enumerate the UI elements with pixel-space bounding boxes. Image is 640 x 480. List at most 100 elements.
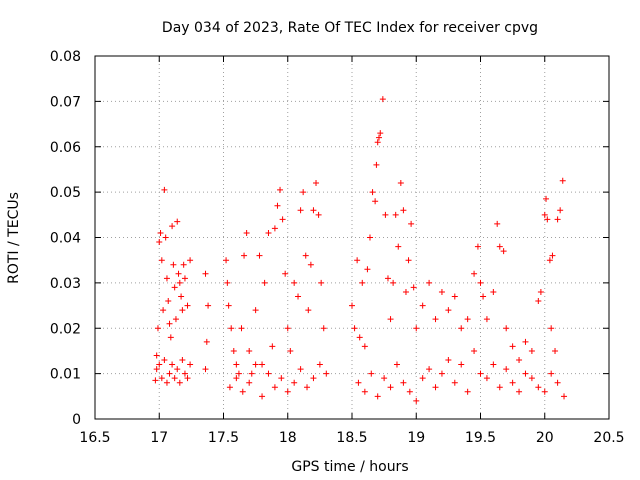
- data-point: [522, 338, 529, 345]
- data-point: [405, 257, 412, 264]
- data-point: [413, 325, 420, 332]
- data-point: [374, 139, 381, 146]
- data-point: [438, 370, 445, 377]
- data-point: [503, 366, 510, 373]
- data-point: [528, 375, 535, 382]
- data-point: [287, 347, 294, 354]
- data-point: [313, 180, 320, 187]
- data-point: [184, 375, 191, 382]
- data-point: [400, 379, 407, 386]
- y-tick-label: 0.05: [50, 185, 81, 201]
- data-point: [152, 377, 159, 384]
- data-point: [503, 325, 510, 332]
- data-point: [349, 302, 355, 309]
- data-point: [246, 347, 253, 354]
- data-point: [320, 325, 327, 332]
- data-point: [432, 316, 439, 323]
- data-point: [354, 257, 361, 264]
- data-point: [464, 388, 471, 395]
- data-point: [382, 211, 389, 218]
- x-tick-label: 19: [407, 430, 425, 446]
- data-point: [535, 298, 542, 305]
- data-point: [464, 316, 471, 323]
- data-point: [205, 302, 212, 309]
- data-point: [233, 375, 240, 382]
- data-point: [477, 279, 484, 286]
- data-point: [426, 279, 433, 286]
- data-point: [265, 229, 272, 236]
- data-point: [184, 302, 191, 309]
- data-point: [384, 275, 391, 282]
- data-point: [445, 307, 452, 314]
- y-tick-label: 0: [72, 412, 81, 428]
- data-point: [163, 379, 170, 386]
- data-point: [271, 384, 278, 391]
- data-point: [156, 361, 163, 368]
- data-point: [239, 388, 246, 395]
- data-point: [203, 338, 210, 345]
- data-point: [554, 379, 561, 386]
- data-points: [152, 96, 568, 404]
- data-point: [225, 302, 232, 309]
- data-point: [171, 284, 178, 291]
- data-point: [413, 397, 420, 404]
- data-point: [202, 270, 209, 277]
- data-point: [180, 261, 187, 268]
- data-point: [483, 316, 490, 323]
- data-point: [432, 384, 439, 391]
- data-point: [390, 279, 397, 286]
- data-point: [181, 370, 188, 377]
- data-point: [451, 293, 458, 300]
- y-axis-label: ROTI / TECUs: [6, 192, 22, 284]
- data-point: [284, 325, 291, 332]
- data-point: [307, 261, 314, 268]
- data-point: [559, 177, 566, 184]
- data-point: [310, 375, 317, 382]
- y-tick-label: 0.07: [50, 94, 81, 110]
- y-tick-label: 0.02: [50, 321, 81, 337]
- data-point: [160, 307, 167, 314]
- data-point: [233, 361, 240, 368]
- y-tick-labels: 0 0.01 0.02 0.03 0.04 0.05 0.06 0.07 0.08: [50, 49, 81, 428]
- data-point: [528, 347, 535, 354]
- data-point: [163, 275, 170, 282]
- data-point: [323, 370, 330, 377]
- data-point: [426, 366, 433, 373]
- data-point: [395, 243, 402, 250]
- data-point: [162, 234, 169, 241]
- data-point: [279, 216, 286, 223]
- data-point: [158, 375, 165, 382]
- data-point: [187, 361, 194, 368]
- data-point: [176, 379, 183, 386]
- data-point: [364, 266, 371, 273]
- data-point: [175, 270, 182, 277]
- chart-title: Day 034 of 2023, Rate Of TEC Index for r…: [162, 20, 538, 36]
- data-point: [235, 370, 242, 377]
- data-point: [509, 379, 516, 386]
- data-point: [372, 198, 379, 205]
- data-point: [291, 279, 298, 286]
- data-point: [546, 257, 553, 264]
- data-point: [557, 207, 564, 214]
- data-point: [537, 288, 544, 295]
- data-point: [400, 207, 407, 214]
- y-tick-label: 0.08: [50, 49, 81, 65]
- data-point: [375, 134, 382, 141]
- data-point: [310, 207, 317, 214]
- data-point: [302, 252, 309, 259]
- data-point: [178, 293, 185, 300]
- data-point: [269, 343, 276, 350]
- data-point: [243, 229, 250, 236]
- data-point: [445, 357, 452, 364]
- data-point: [387, 384, 394, 391]
- data-point: [284, 388, 291, 395]
- data-point: [297, 366, 304, 373]
- data-point: [174, 218, 181, 225]
- data-point: [169, 361, 176, 368]
- data-point: [509, 343, 516, 350]
- data-point: [361, 343, 368, 350]
- data-point: [377, 130, 384, 137]
- data-point: [554, 216, 561, 223]
- data-point: [223, 257, 230, 264]
